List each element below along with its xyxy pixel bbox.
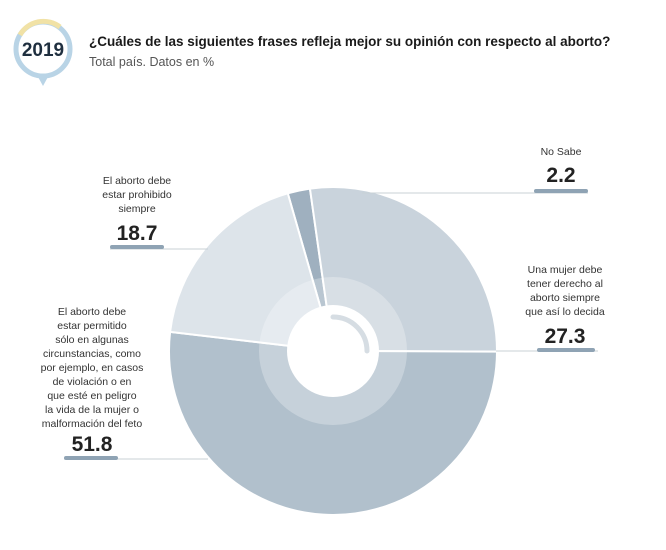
label-prohibido: El aborto debe estar prohibido siempre 1… — [102, 175, 172, 249]
value-underline-no-sabe — [534, 189, 588, 193]
value-no-sabe: 2.2 — [546, 164, 575, 187]
label-prohibido-line-0: El aborto debe — [103, 175, 171, 187]
value-permitido: 51.8 — [72, 433, 113, 456]
year-badge-pointer — [37, 75, 49, 86]
label-prohibido-line-1: estar prohibido — [102, 189, 172, 201]
label-permitido-line-2: sólo en algunas — [55, 334, 129, 346]
value-underline-permitido — [64, 456, 118, 460]
label-permitido-line-1: estar permitido — [57, 320, 127, 332]
label-permitido-line-3: circunstancias, como — [43, 348, 141, 360]
label-permitido: El aborto debe estar permitido sólo en a… — [41, 306, 144, 460]
year-badge-text: 2019 — [22, 40, 64, 61]
label-derecho-line-0: Una mujer debe — [528, 264, 603, 276]
year-badge: 2019 — [13, 18, 73, 86]
donut-slices — [168, 186, 499, 516]
label-permitido-line-0: El aborto debe — [58, 306, 126, 318]
value-prohibido: 18.7 — [117, 222, 158, 245]
slice-prohibido — [168, 192, 335, 353]
label-no-sabe-line-0: No Sabe — [541, 146, 582, 158]
label-derecho-line-2: aborto siempre — [530, 292, 600, 304]
value-underline-prohibido — [110, 245, 164, 249]
donut-center-arc — [330, 314, 370, 354]
label-derecho-line-1: tener derecho al — [527, 278, 603, 290]
value-derecho: 27.3 — [545, 325, 586, 348]
label-derecho: Una mujer debe tener derecho al aborto s… — [525, 264, 605, 352]
label-permitido-line-5: de violación o en — [53, 376, 132, 388]
value-underline-derecho — [537, 348, 595, 352]
label-permitido-line-7: la vida de la mujer o — [45, 404, 139, 416]
label-no-sabe: No Sabe 2.2 — [534, 146, 588, 193]
label-permitido-line-6: que esté en peligro — [47, 390, 136, 402]
label-permitido-line-8: malformación del feto — [42, 418, 143, 430]
chart-subtitle: Total país. Datos en % — [89, 55, 214, 69]
chart-title: ¿Cuáles de las siguientes frases refleja… — [89, 34, 610, 49]
label-derecho-line-3: que así lo decida — [525, 306, 605, 318]
year-badge-ring-accent — [17, 18, 62, 37]
slice-derecho — [308, 186, 499, 353]
label-prohibido-line-2: siempre — [118, 203, 156, 215]
slice-permitido — [168, 330, 499, 516]
label-permitido-line-4: por ejemplo, en casos — [41, 362, 144, 374]
